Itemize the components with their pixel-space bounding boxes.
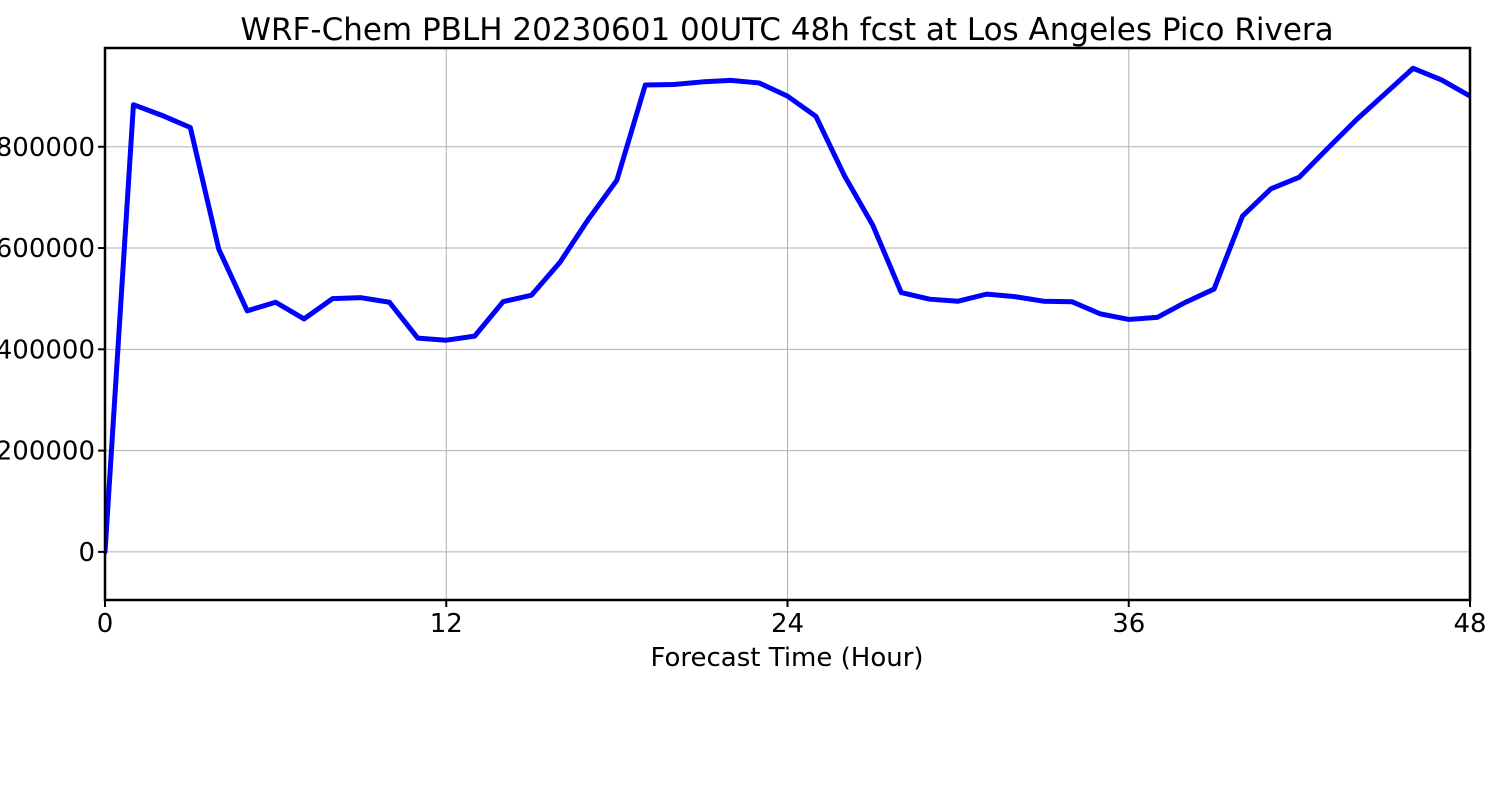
x-tick-label: 48 — [1453, 609, 1486, 639]
x-axis-label: Forecast Time (Hour) — [650, 643, 923, 673]
axis-ticks — [98, 145, 1471, 607]
y-tick-labels: 0 200000 400000 600000 800000 — [0, 133, 95, 568]
series-layer — [105, 65, 1470, 555]
y-tick-label: 400000 — [0, 335, 95, 365]
x-tick-label: 24 — [771, 609, 804, 639]
x-tick-label: 12 — [430, 609, 463, 639]
y-tick-label: 600000 — [0, 234, 95, 264]
x-tick-label: 0 — [97, 609, 114, 639]
x-tick-label: 36 — [1112, 609, 1145, 639]
y-tick-label: 800000 — [0, 133, 95, 163]
y-tick-label: 200000 — [0, 437, 95, 467]
series-line-0 — [105, 65, 1470, 555]
grid-lines — [104, 48, 1471, 600]
chart-title: WRF-Chem PBLH 20230601 00UTC 48h fcst at… — [240, 12, 1333, 48]
y-tick-label: 0 — [78, 538, 95, 568]
x-tick-labels: 0 12 24 36 48 — [97, 609, 1487, 639]
